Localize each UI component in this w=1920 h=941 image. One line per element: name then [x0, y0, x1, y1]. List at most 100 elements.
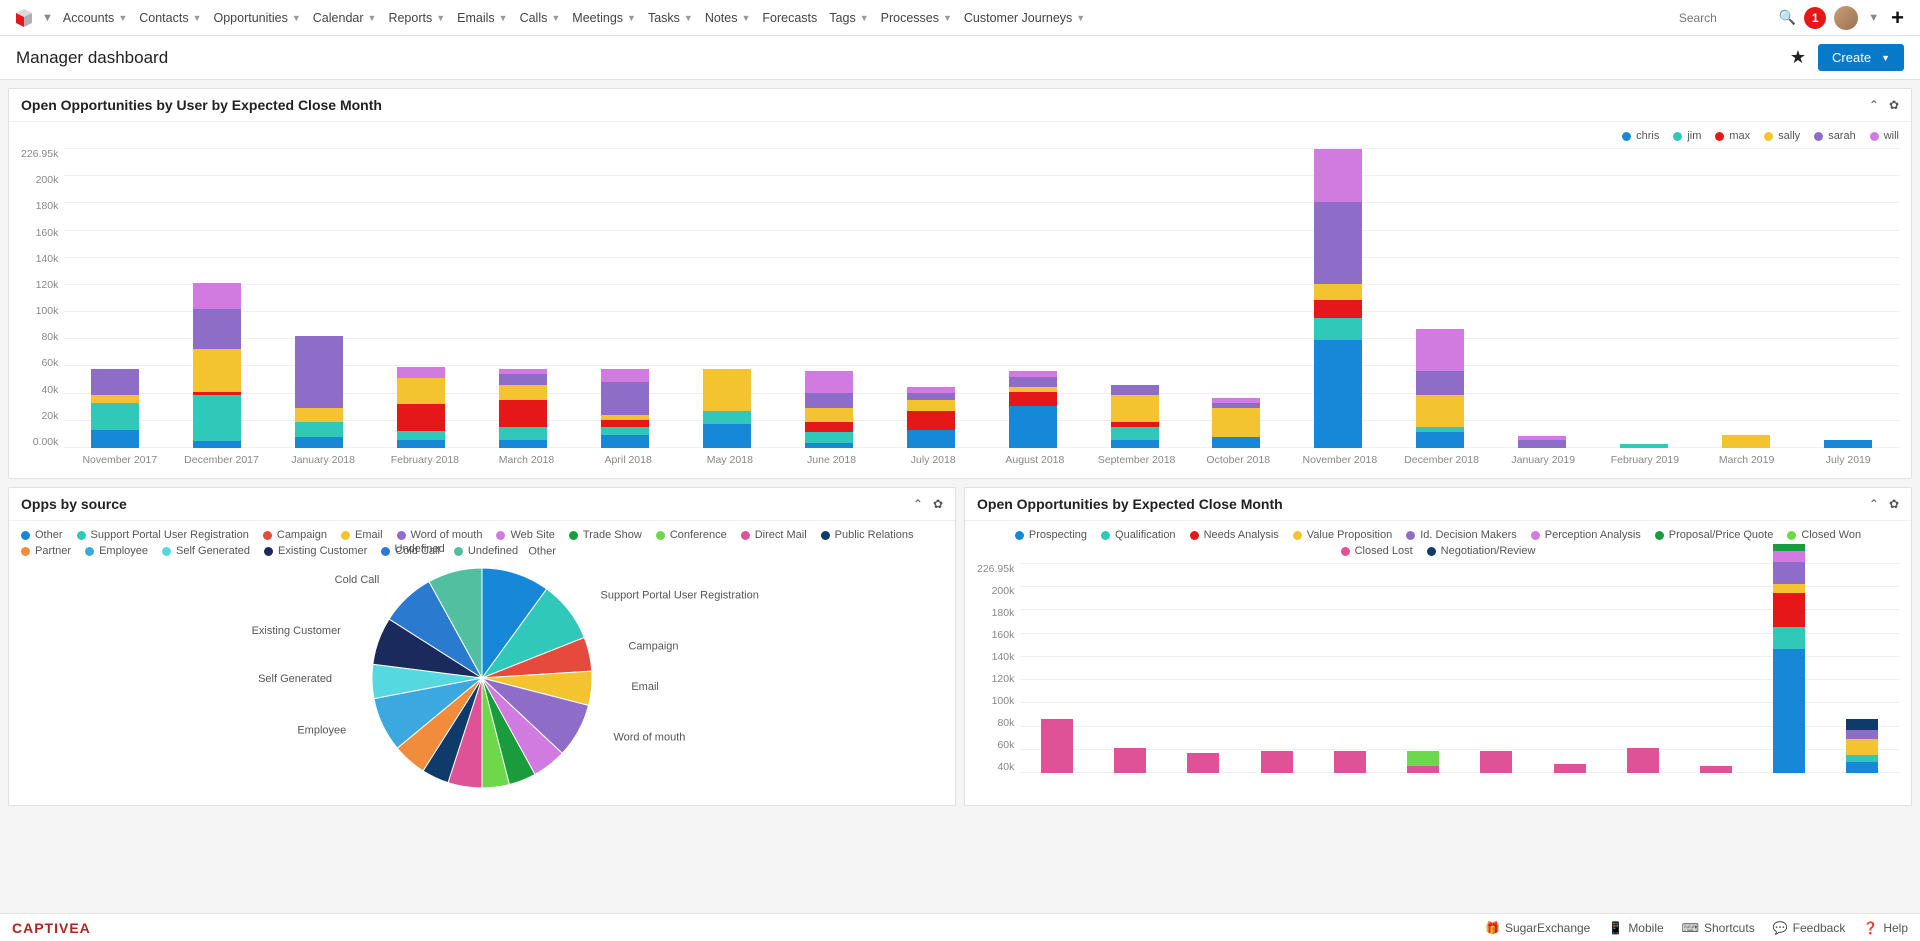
- bar-segment: [1846, 730, 1878, 739]
- legend-item[interactable]: chris: [1622, 130, 1659, 142]
- nav-item-accounts[interactable]: Accounts▼: [57, 0, 133, 36]
- bar[interactable]: [1518, 436, 1566, 448]
- search-icon[interactable]: 🔍: [1779, 9, 1796, 26]
- legend-item[interactable]: Perception Analysis: [1531, 529, 1641, 541]
- nav-item-contacts[interactable]: Contacts▼: [133, 0, 207, 36]
- logo-dropdown-icon[interactable]: ▼: [42, 12, 53, 24]
- bar[interactable]: [1334, 751, 1366, 773]
- legend-item[interactable]: Support Portal User Registration: [77, 529, 249, 541]
- bar[interactable]: [907, 387, 955, 448]
- legend-item[interactable]: Prospecting: [1015, 529, 1087, 541]
- bar[interactable]: [1480, 751, 1512, 773]
- legend-item[interactable]: Qualification: [1101, 529, 1176, 541]
- bar[interactable]: [601, 369, 649, 448]
- nav-item-calendar[interactable]: Calendar▼: [307, 0, 383, 36]
- legend-item[interactable]: max: [1715, 130, 1750, 142]
- gear-icon[interactable]: ✿: [1889, 98, 1899, 112]
- bar[interactable]: [1212, 398, 1260, 448]
- nav-item-notes[interactable]: Notes▼: [699, 0, 757, 36]
- legend-item[interactable]: Employee: [85, 545, 148, 557]
- nav-item-opportunities[interactable]: Opportunities▼: [208, 0, 307, 36]
- bar[interactable]: [1111, 385, 1159, 448]
- legend-item[interactable]: Other: [21, 529, 63, 541]
- app-logo-icon[interactable]: [14, 8, 34, 28]
- search-input[interactable]: [1671, 7, 1771, 29]
- bar[interactable]: [1620, 444, 1668, 448]
- footer-link-sugarexchange[interactable]: 🎁SugarExchange: [1485, 921, 1590, 935]
- bar[interactable]: [1041, 719, 1073, 773]
- bar[interactable]: [1407, 751, 1439, 773]
- gear-icon[interactable]: ✿: [933, 497, 943, 511]
- nav-item-processes[interactable]: Processes▼: [875, 0, 958, 36]
- legend-item[interactable]: Conference: [656, 529, 727, 541]
- nav-item-forecasts[interactable]: Forecasts: [756, 0, 823, 36]
- bar[interactable]: [1416, 329, 1464, 448]
- bar[interactable]: [703, 369, 751, 448]
- nav-item-reports[interactable]: Reports▼: [382, 0, 451, 36]
- bar-segment: [1773, 544, 1805, 551]
- bar[interactable]: [1846, 719, 1878, 773]
- legend-item[interactable]: Existing Customer: [264, 545, 367, 557]
- legend-item[interactable]: Id. Decision Makers: [1406, 529, 1517, 541]
- nav-item-customer-journeys[interactable]: Customer Journeys▼: [958, 0, 1091, 36]
- footer-link-feedback[interactable]: 💬Feedback: [1773, 921, 1846, 935]
- create-button[interactable]: Create ▼: [1818, 44, 1904, 71]
- legend-item[interactable]: Email: [341, 529, 383, 541]
- legend-item[interactable]: sarah: [1814, 130, 1856, 142]
- bar[interactable]: [1314, 149, 1362, 448]
- legend-item[interactable]: Closed Lost: [1341, 545, 1413, 557]
- legend-item[interactable]: sally: [1764, 130, 1800, 142]
- collapse-icon[interactable]: ⌃: [1869, 98, 1879, 112]
- legend-dot-icon: [1406, 531, 1415, 540]
- avatar[interactable]: [1834, 6, 1858, 30]
- legend-item[interactable]: Undefined: [454, 545, 518, 557]
- nav-item-emails[interactable]: Emails▼: [451, 0, 513, 36]
- legend-item[interactable]: Word of mouth: [397, 529, 483, 541]
- legend-item[interactable]: Direct Mail: [741, 529, 807, 541]
- legend-item[interactable]: Needs Analysis: [1190, 529, 1279, 541]
- nav-item-tags[interactable]: Tags▼: [823, 0, 874, 36]
- bar[interactable]: [1722, 435, 1770, 448]
- legend-item[interactable]: Public Relations: [821, 529, 914, 541]
- bar[interactable]: [295, 336, 343, 448]
- bar[interactable]: [397, 367, 445, 448]
- legend-item[interactable]: Web Site: [496, 529, 554, 541]
- nav-item-tasks[interactable]: Tasks▼: [642, 0, 699, 36]
- bar[interactable]: [1627, 748, 1659, 773]
- footer-link-help[interactable]: ❓Help: [1863, 921, 1908, 935]
- legend-item[interactable]: Proposal/Price Quote: [1655, 529, 1774, 541]
- legend-item[interactable]: Partner: [21, 545, 71, 557]
- bar[interactable]: [1773, 544, 1805, 773]
- legend-item[interactable]: will: [1870, 130, 1899, 142]
- bar[interactable]: [193, 283, 241, 448]
- bar[interactable]: [1554, 764, 1586, 773]
- bar[interactable]: [1187, 753, 1219, 773]
- bar[interactable]: [91, 369, 139, 448]
- bar[interactable]: [1261, 751, 1293, 773]
- bar[interactable]: [499, 369, 547, 448]
- legend-item[interactable]: Campaign: [263, 529, 327, 541]
- collapse-icon[interactable]: ⌃: [1869, 497, 1879, 511]
- nav-item-meetings[interactable]: Meetings▼: [566, 0, 642, 36]
- avatar-dropdown-icon[interactable]: ▼: [1868, 12, 1879, 24]
- notification-badge[interactable]: 1: [1804, 7, 1826, 29]
- gear-icon[interactable]: ✿: [1889, 497, 1899, 511]
- legend-item[interactable]: Closed Won: [1787, 529, 1861, 541]
- bar[interactable]: [805, 371, 853, 448]
- collapse-icon[interactable]: ⌃: [913, 497, 923, 511]
- bar-segment: [1212, 437, 1260, 448]
- footer-link-shortcuts[interactable]: ⌨Shortcuts: [1682, 921, 1755, 935]
- legend-item[interactable]: Trade Show: [569, 529, 642, 541]
- bar[interactable]: [1824, 440, 1872, 448]
- footer-link-mobile[interactable]: 📱Mobile: [1608, 921, 1663, 935]
- legend-item[interactable]: Self Generated: [162, 545, 250, 557]
- legend-item[interactable]: Negotiation/Review: [1427, 545, 1536, 557]
- legend-item[interactable]: Value Proposition: [1293, 529, 1392, 541]
- favorite-star-icon[interactable]: ★: [1790, 47, 1806, 68]
- bar[interactable]: [1009, 371, 1057, 448]
- legend-item[interactable]: jim: [1673, 130, 1701, 142]
- nav-item-calls[interactable]: Calls▼: [514, 0, 567, 36]
- quick-create-icon[interactable]: +: [1891, 5, 1904, 31]
- bar[interactable]: [1114, 748, 1146, 773]
- bar[interactable]: [1700, 766, 1732, 773]
